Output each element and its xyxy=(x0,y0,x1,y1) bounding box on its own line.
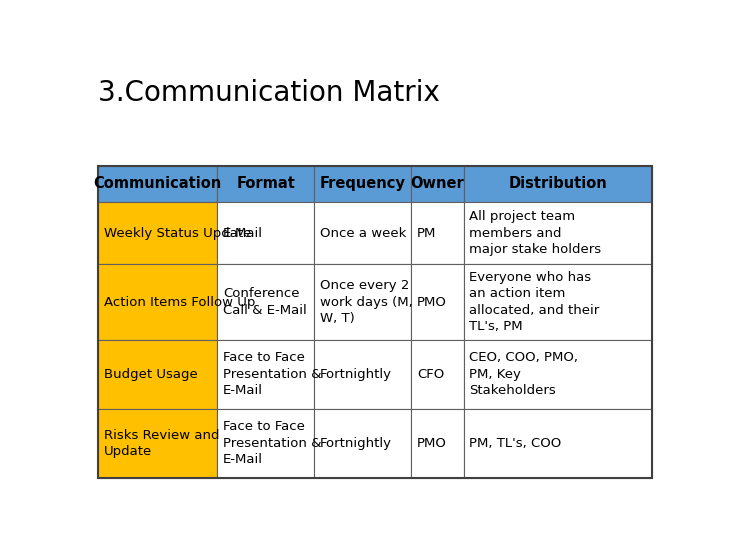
Text: Fortnightly: Fortnightly xyxy=(320,437,392,450)
Bar xyxy=(464,409,652,478)
Text: Face to Face
Presentation &
E-Mail: Face to Face Presentation & E-Mail xyxy=(223,421,321,466)
Text: Once a week: Once a week xyxy=(320,227,406,240)
Text: PM: PM xyxy=(417,227,436,240)
Bar xyxy=(98,340,217,409)
Bar xyxy=(217,202,314,264)
Text: Fortnightly: Fortnightly xyxy=(320,368,392,381)
Bar xyxy=(411,409,464,478)
Bar xyxy=(314,409,411,478)
Bar xyxy=(464,340,652,409)
Text: Frequency: Frequency xyxy=(320,176,406,191)
Bar xyxy=(411,202,464,264)
Bar xyxy=(411,166,464,202)
Text: Conference
Call & E-Mail: Conference Call & E-Mail xyxy=(223,287,307,317)
Bar xyxy=(98,166,217,202)
Text: Budget Usage: Budget Usage xyxy=(104,368,198,381)
Bar xyxy=(98,409,217,478)
Text: CEO, COO, PMO,
PM, Key
Stakeholders: CEO, COO, PMO, PM, Key Stakeholders xyxy=(469,351,578,398)
Bar xyxy=(314,264,411,340)
Bar xyxy=(464,264,652,340)
Bar xyxy=(217,409,314,478)
Text: PMO: PMO xyxy=(417,295,447,308)
Text: Action Items Follow Up: Action Items Follow Up xyxy=(104,295,255,308)
Bar xyxy=(411,264,464,340)
Bar xyxy=(411,340,464,409)
Text: Format: Format xyxy=(236,176,295,191)
Bar xyxy=(314,166,411,202)
Bar xyxy=(98,166,652,478)
Text: Distribution: Distribution xyxy=(509,176,608,191)
Text: Owner: Owner xyxy=(411,176,464,191)
Bar xyxy=(217,264,314,340)
Text: Everyone who has
an action item
allocated, and their
TL's, PM: Everyone who has an action item allocate… xyxy=(469,271,600,333)
Bar xyxy=(98,264,217,340)
Bar xyxy=(98,202,217,264)
Bar xyxy=(314,202,411,264)
Text: Communication: Communication xyxy=(94,176,222,191)
Bar xyxy=(314,340,411,409)
Bar xyxy=(464,202,652,264)
Bar xyxy=(464,166,652,202)
Text: E-Mail: E-Mail xyxy=(223,227,263,240)
Bar xyxy=(217,340,314,409)
Text: Risks Review and
Update: Risks Review and Update xyxy=(104,429,220,458)
Text: Face to Face
Presentation &
E-Mail: Face to Face Presentation & E-Mail xyxy=(223,351,321,398)
Text: PM, TL's, COO: PM, TL's, COO xyxy=(469,437,561,450)
Text: All project team
members and
major stake holders: All project team members and major stake… xyxy=(469,210,602,256)
Bar xyxy=(217,166,314,202)
Text: Weekly Status Update: Weekly Status Update xyxy=(104,227,251,240)
Text: 3.Communication Matrix: 3.Communication Matrix xyxy=(98,79,440,107)
Text: CFO: CFO xyxy=(417,368,444,381)
Text: Once every 2
work days (M,
W, T): Once every 2 work days (M, W, T) xyxy=(320,279,413,325)
Text: PMO: PMO xyxy=(417,437,447,450)
